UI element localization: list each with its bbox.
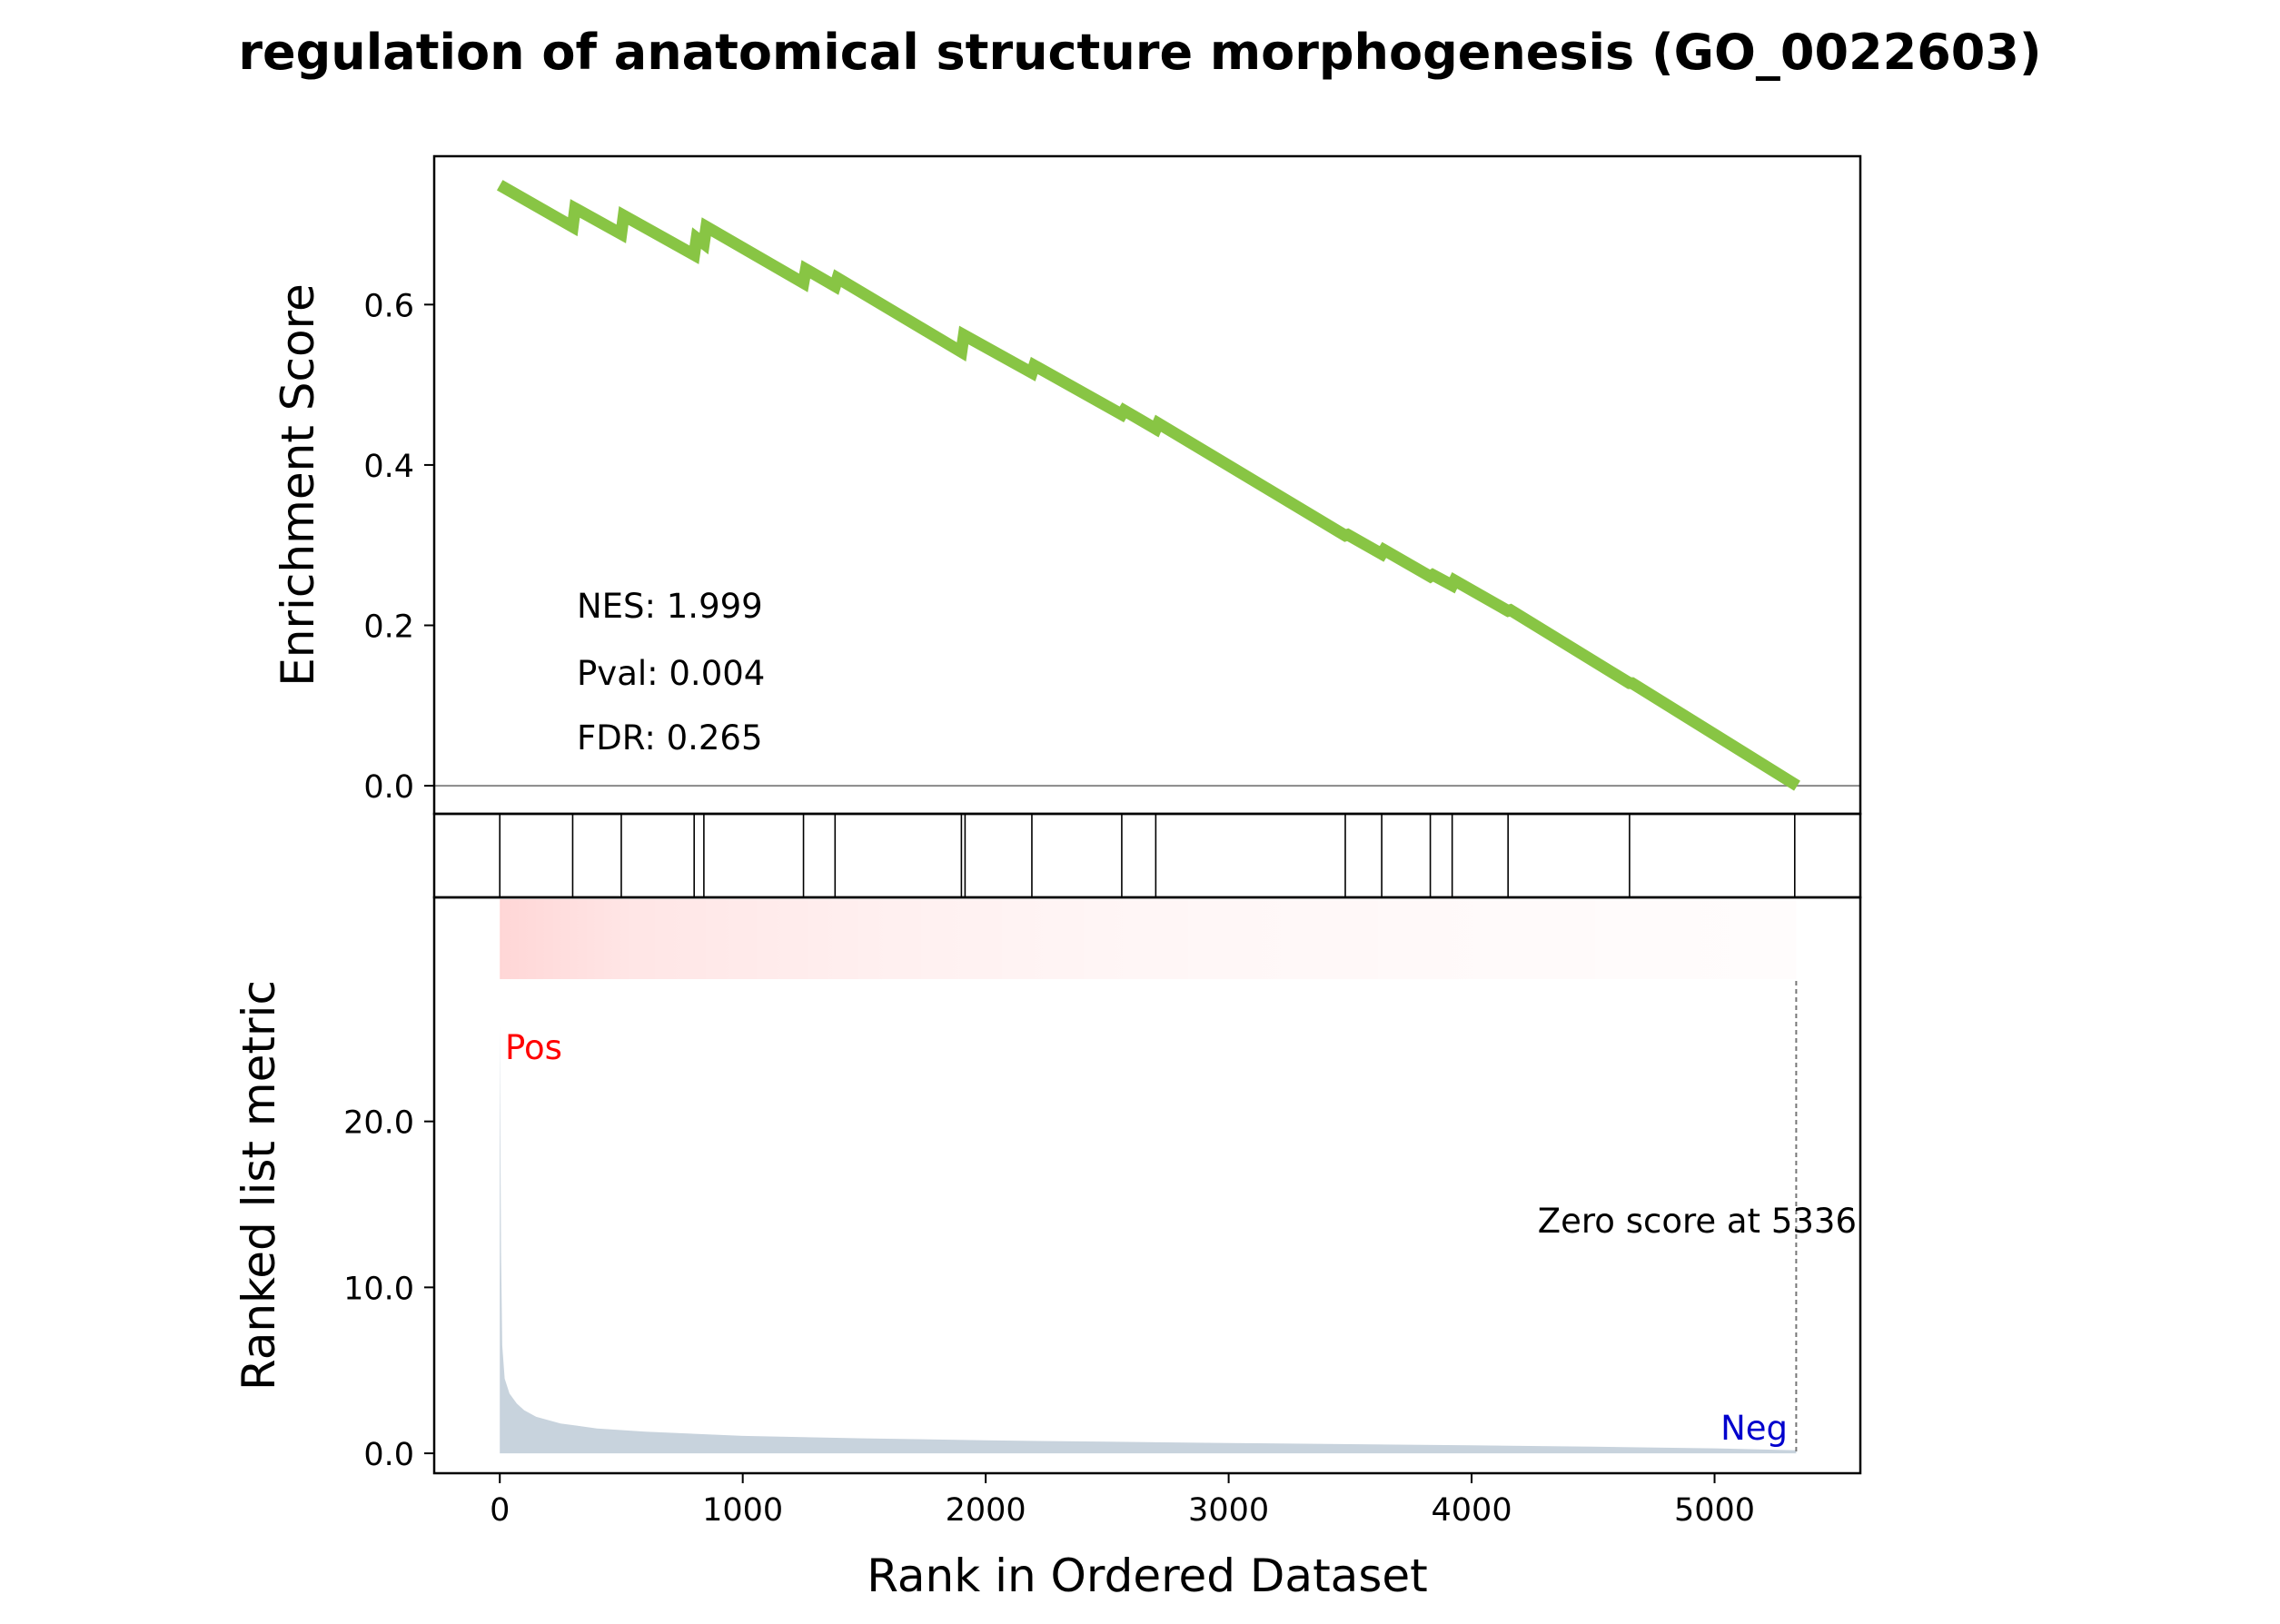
x-tick-label: 1000	[702, 1492, 783, 1529]
rank-heat-bar	[500, 899, 1797, 979]
es-y-ticks: 0.0 0.2 0.4 0.6	[363, 288, 434, 806]
x-tick-label: 0	[490, 1492, 510, 1529]
neg-label: Neg	[1720, 1409, 1788, 1448]
chart-title: regulation of anatomical structure morph…	[238, 24, 2041, 81]
pos-label: Pos	[505, 1028, 562, 1067]
metric-y-tick-label: 0.0	[363, 1437, 414, 1473]
es-y-tick-label: 0.4	[363, 449, 414, 485]
x-tick-label: 4000	[1432, 1492, 1512, 1529]
x-axis-label: Rank in Ordered Dataset	[867, 1550, 1427, 1602]
x-tick-label: 5000	[1674, 1492, 1755, 1529]
es-y-tick-label: 0.6	[363, 288, 414, 324]
metric-y-tick-label: 10.0	[343, 1271, 414, 1307]
fdr-text: FDR: 0.265	[577, 718, 763, 758]
es-y-tick-label: 0.0	[363, 769, 414, 806]
es-y-tick-label: 0.2	[363, 609, 414, 646]
x-tick-label: 2000	[946, 1492, 1026, 1529]
metric-panel: 0.0 10.0 20.0 0 1000 2000 3000 4000 5000 Pos Ne…	[233, 896, 1862, 1602]
hits-panel	[432, 812, 1862, 899]
nes-text: NES: 1.999	[577, 587, 763, 626]
pval-text: Pval: 0.004	[577, 654, 765, 693]
metric-x-ticks: 0 1000 2000 3000 4000 5000	[490, 1473, 1755, 1529]
metric-y-tick-label: 20.0	[343, 1105, 414, 1142]
es-series-line	[496, 180, 1800, 791]
hit-marks	[499, 814, 1796, 897]
metric-frame	[432, 896, 1862, 1475]
es-panel: 0.0 0.2 0.4 0.6 NES: 1.999 Pval: 0.004 FDR:…	[272, 154, 1862, 816]
es-frame	[432, 154, 1862, 816]
es-y-axis-label: Enrichment Score	[272, 283, 324, 687]
metric-y-ticks: 0.0 10.0 20.0	[343, 1105, 434, 1473]
x-tick-label: 3000	[1188, 1492, 1269, 1529]
metric-y-axis-label: Ranked list metric	[233, 980, 285, 1391]
hits-frame	[432, 812, 1862, 899]
zero-score-text: Zero score at 5336	[1538, 1202, 1857, 1241]
